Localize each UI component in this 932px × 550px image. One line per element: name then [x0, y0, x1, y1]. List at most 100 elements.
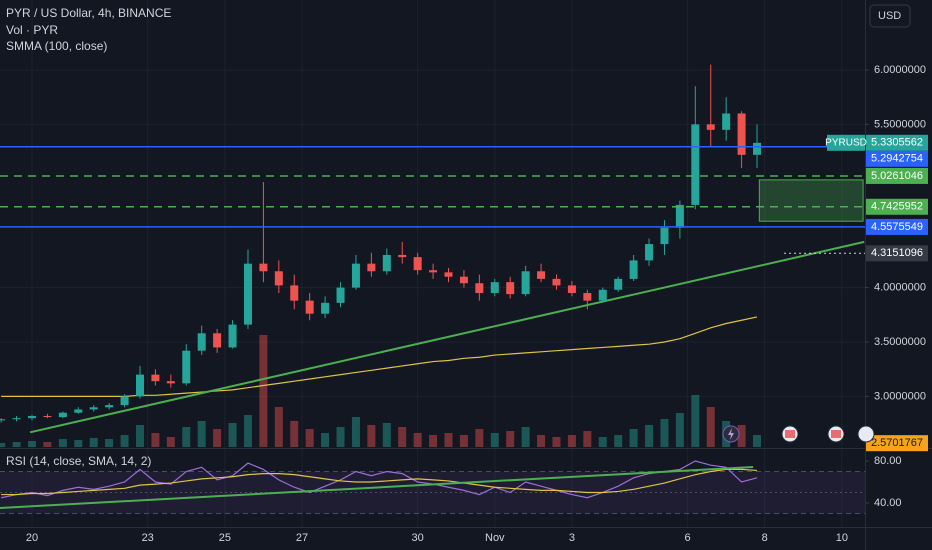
- candle-body: [290, 285, 299, 301]
- x-tick-label: 27: [296, 532, 308, 544]
- volume-bar: [660, 419, 669, 447]
- candle-body: [12, 418, 21, 420]
- flag: [831, 430, 841, 438]
- candle-body: [135, 374, 144, 397]
- price-label-bg: [866, 198, 928, 215]
- price-label-bg: [866, 150, 928, 167]
- symbol-tag-bg: [827, 134, 865, 151]
- volume-bar: [351, 417, 360, 447]
- x-tick-label: 23: [142, 532, 154, 544]
- volume-bar: [490, 433, 499, 447]
- y-tick-label: 5.5000000: [874, 118, 926, 130]
- volume-bar: [290, 421, 299, 447]
- candle-body: [753, 142, 762, 155]
- candle-body: [398, 254, 407, 258]
- y-tick-label: 4.0000000: [874, 281, 926, 293]
- volume-bar: [367, 425, 376, 447]
- price-label: 2.5701767: [871, 437, 923, 449]
- y-tick-label: 3.5000000: [874, 336, 926, 348]
- price-label-bg: [866, 134, 928, 151]
- volume-bar: [213, 429, 222, 447]
- candle-body: [367, 263, 376, 272]
- candle-body: [105, 405, 114, 408]
- candle-body: [691, 124, 700, 205]
- candle-body: [58, 412, 67, 418]
- zone-box: [758, 179, 864, 222]
- price-pane: [0, 64, 865, 434]
- price-label-bg: [866, 218, 928, 235]
- candle-body: [537, 271, 546, 279]
- x-tick-label: 10: [836, 532, 848, 544]
- volume-bar: [135, 425, 144, 447]
- volume-bar: [89, 438, 98, 447]
- price-label: 4.3151096: [871, 247, 923, 259]
- candle-body: [429, 270, 438, 273]
- candle-body: [213, 333, 222, 348]
- volume-bar: [444, 433, 453, 447]
- candle-body: [351, 263, 360, 288]
- volume-bar: [12, 442, 21, 447]
- rsi-trend-line: [0, 466, 754, 510]
- volume-bar: [43, 442, 52, 447]
- event-icon[interactable]: [857, 425, 875, 443]
- volume-bar: [105, 439, 114, 447]
- price-label-bg: [866, 245, 928, 262]
- x-tick-label: 25: [219, 532, 231, 544]
- volume-bar: [737, 425, 746, 447]
- candle-body: [475, 283, 484, 294]
- volume-bar: [336, 427, 345, 447]
- volume-bar: [583, 431, 592, 447]
- volume-bar: [197, 421, 206, 447]
- candle-body: [675, 204, 684, 228]
- volume-bar: [675, 413, 684, 447]
- y-tick-label: 40.00: [874, 497, 902, 509]
- rsi-legend: RSI (14, close, SMA, 14, 2): [6, 454, 151, 468]
- candle-body: [182, 350, 191, 384]
- symbol-title: PYR / US Dollar, 4h, BINANCE: [6, 6, 171, 20]
- symbol-tag: PYRUSD: [825, 137, 867, 148]
- candle-body: [552, 278, 561, 286]
- candle-body: [259, 263, 268, 272]
- candle-body: [120, 396, 129, 406]
- rsi-pane: [0, 460, 865, 514]
- volume-pane: [0, 335, 762, 447]
- volume-bar: [228, 423, 237, 447]
- candle-body: [28, 415, 37, 419]
- candle-body: [629, 260, 638, 279]
- candle-body: [243, 263, 252, 325]
- price-label: 5.2942754: [871, 153, 923, 165]
- price-label: 4.5575549: [871, 221, 923, 233]
- volume-bar: [182, 427, 191, 447]
- volume-bar: [166, 437, 175, 447]
- rsi-line: [1, 460, 758, 499]
- x-tick-label: Nov: [485, 532, 505, 544]
- x-tick-label: 30: [412, 532, 424, 544]
- volume-bar: [691, 395, 700, 447]
- currency-button[interactable]: [869, 4, 911, 28]
- candle-body: [583, 293, 592, 301]
- currency[interactable]: USD: [878, 10, 901, 22]
- volume-bar: [753, 435, 762, 447]
- candle-body: [166, 381, 175, 384]
- candle-body: [660, 227, 669, 245]
- price-label-bg: [866, 435, 928, 452]
- flag: [785, 430, 795, 438]
- candle-body: [490, 282, 499, 294]
- candle-body: [321, 302, 330, 314]
- y-tick-label: 6.0000000: [874, 64, 926, 76]
- candle-body: [506, 282, 515, 295]
- price-label: 5.3305562: [871, 137, 923, 149]
- volume-bar: [537, 435, 546, 447]
- volume-bar: [120, 435, 129, 447]
- volume-bar: [706, 407, 715, 447]
- candle-body: [598, 289, 607, 301]
- volume-bar: [552, 437, 561, 447]
- candle-body: [43, 415, 52, 418]
- volume-bar: [243, 415, 252, 447]
- volume-bar: [629, 429, 638, 447]
- volume-legend: Vol · PYR: [6, 23, 58, 37]
- volume-bar: [459, 435, 468, 447]
- candle-body: [645, 244, 654, 261]
- volume-bar: [321, 433, 330, 447]
